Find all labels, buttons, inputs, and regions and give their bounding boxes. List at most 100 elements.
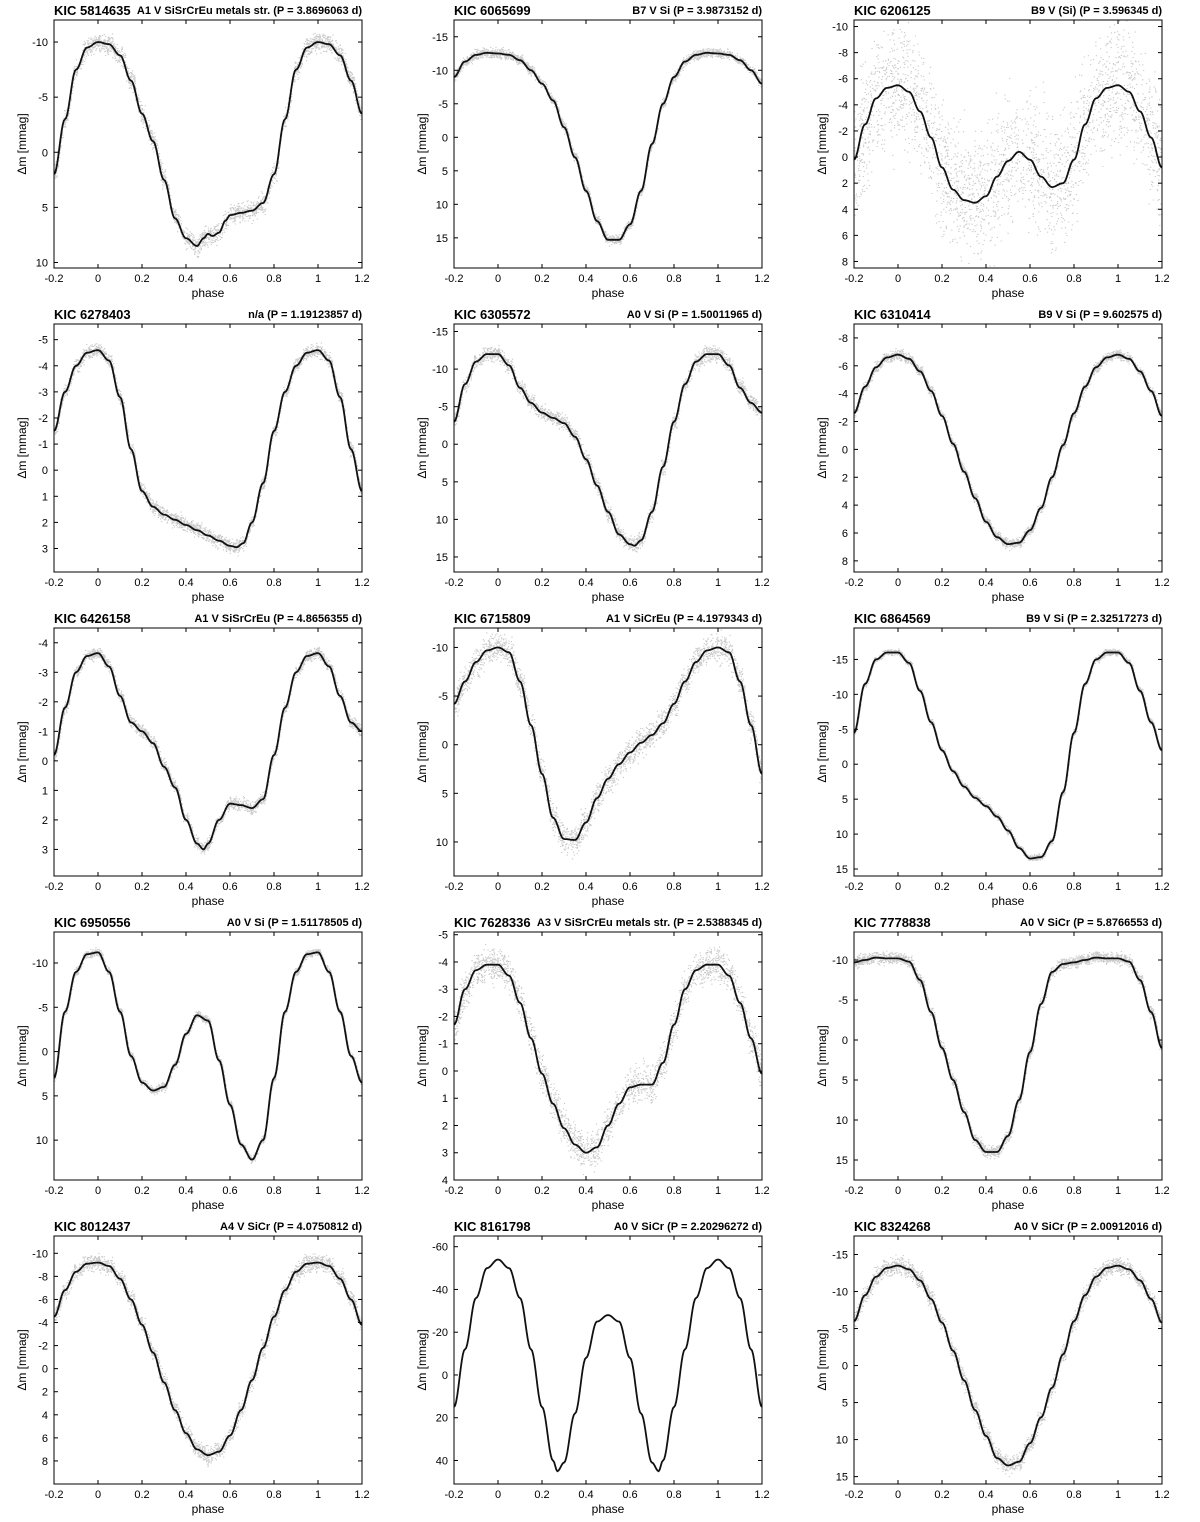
y-tick-label: -5 [38, 335, 48, 347]
panel-subtitle: n/a (P = 1.19123857 d) [248, 309, 362, 321]
light-curve-panel: -0.2 0 0.2 0.4 0.6 0.8 1 1.2 -10 -5 0 5 10 phase Δm [m… [400, 608, 800, 912]
x-tick-label: -0.2 [45, 273, 64, 285]
x-tick-label: 1 [715, 577, 721, 589]
panel-title: KIC 6715809 [454, 611, 531, 626]
x-tick-label: 0.6 [622, 1185, 637, 1197]
y-tick-label: 4 [842, 500, 848, 512]
y-tick-label: -10 [832, 689, 848, 701]
x-tick-label: 0 [95, 881, 101, 893]
y-tick-label: -5 [38, 1002, 48, 1014]
x-tick-label: 0.8 [1066, 1185, 1081, 1197]
y-tick-label: 3 [42, 844, 48, 856]
scatter-points [454, 943, 762, 1176]
y-tick-label: -10 [832, 955, 848, 967]
x-tick-label: 1 [715, 881, 721, 893]
y-tick-label: -3 [38, 667, 48, 679]
scatter-cloud [454, 943, 762, 1176]
panel-title: KIC 8324268 [854, 1219, 931, 1234]
x-tick-label: 1 [715, 1489, 721, 1501]
y-tick-label: 5 [42, 202, 48, 214]
x-tick-label: 1.2 [1154, 273, 1169, 285]
x-tick-label: 0.2 [934, 577, 949, 589]
x-axis-label: phase [592, 894, 625, 908]
x-tick-label: 0.4 [978, 1185, 993, 1197]
y-tick-label: 10 [436, 199, 448, 211]
x-tick-label: 1 [1115, 881, 1121, 893]
x-tick-label: -0.2 [845, 1489, 864, 1501]
plot-frame [853, 627, 1163, 877]
light-curve-line [454, 646, 762, 841]
y-tick-label: -4 [38, 1318, 48, 1330]
y-tick-label: 2 [842, 178, 848, 190]
x-tick-label: -0.2 [445, 1185, 464, 1197]
scatter-cloud [854, 348, 1162, 552]
x-tick-label: 0.6 [1022, 1489, 1037, 1501]
x-tick-label: 0 [895, 273, 901, 285]
panel-subtitle: B9 V (Si) (P = 3.596345 d) [1031, 5, 1162, 17]
y-tick-label: -60 [432, 1242, 448, 1254]
light-curve-line [454, 1258, 762, 1473]
y-tick-label: 15 [836, 864, 848, 876]
light-curve-line [854, 1264, 1162, 1467]
x-tick-label: 0 [95, 577, 101, 589]
y-tick-label: 5 [42, 1091, 48, 1103]
panel-title: KIC 8161798 [454, 1219, 531, 1234]
y-tick-label: 2 [42, 815, 48, 827]
x-tick-label: 0.4 [978, 273, 993, 285]
x-tick-label: 1.2 [354, 1489, 369, 1501]
light-curve-line [54, 951, 362, 1161]
y-tick-label: -5 [438, 930, 448, 942]
x-tick-label: 0.6 [222, 577, 237, 589]
light-curve-line [854, 956, 1162, 1153]
scatter-points [854, 648, 1162, 862]
light-curve-line [454, 51, 762, 241]
x-axis-label: phase [992, 1198, 1025, 1212]
x-tick-label: 0.8 [266, 881, 281, 893]
scatter-points [454, 345, 762, 553]
y-tick-label: 15 [436, 552, 448, 564]
y-tick-label: 0 [442, 439, 448, 451]
x-tick-label: 0.8 [1066, 273, 1081, 285]
y-tick-label: 0 [42, 1047, 48, 1059]
x-tick-label: 0.4 [178, 881, 193, 893]
scatter-points [854, 950, 1162, 1160]
x-tick-label: 0.8 [266, 273, 281, 285]
y-tick-label: -10 [32, 37, 48, 49]
light-curve-line [854, 353, 1162, 545]
y-tick-label: 4 [842, 204, 848, 216]
y-axis-label: Δm [mmag] [15, 113, 29, 174]
x-tick-label: 0.8 [1066, 1489, 1081, 1501]
y-tick-label: 0 [842, 152, 848, 164]
scatter-points [54, 1252, 362, 1468]
plot-frame [53, 627, 363, 877]
panel-title: KIC 6310414 [854, 307, 931, 322]
plot-svg: -0.2 0 0.2 0.4 0.6 0.8 1 1.2 -60 -40 -20 0 20 40 phase… [415, 1235, 770, 1516]
y-tick-label: -3 [38, 387, 48, 399]
scatter-cloud [854, 20, 1162, 267]
x-tick-label: 0.4 [578, 1489, 593, 1501]
x-tick-label: 0.6 [222, 1489, 237, 1501]
x-tick-label: 0.8 [666, 881, 681, 893]
x-tick-label: 1 [1115, 577, 1121, 589]
x-tick-label: 1.2 [354, 881, 369, 893]
y-tick-label: 0 [442, 1370, 448, 1382]
light-curve-panel: -0.2 0 0.2 0.4 0.6 0.8 1 1.2 -10 -8 -6 -4 -2 0 2 4 6 8 pha… [800, 0, 1200, 304]
x-tick-label: 0 [95, 1489, 101, 1501]
x-tick-label: 0.6 [1022, 577, 1037, 589]
x-tick-label: 1 [715, 273, 721, 285]
x-tick-label: 1 [315, 1185, 321, 1197]
plot-frame [53, 19, 363, 269]
x-tick-label: 0.4 [578, 577, 593, 589]
panel-subtitle: A3 V SiSrCrEu metals str. (P = 2.5388345… [536, 917, 762, 929]
plot-frame [853, 323, 1163, 573]
x-axis-label: phase [592, 590, 625, 604]
panel-title: KIC 6065699 [454, 3, 531, 18]
y-tick-label: -5 [438, 99, 448, 111]
x-tick-label: -0.2 [45, 881, 64, 893]
scatter-points [54, 342, 362, 557]
panel-title: KIC 7778838 [854, 915, 931, 930]
plot-svg: -0.2 0 0.2 0.4 0.6 0.8 1 1.2 -10 -8 -6 -4 -2 0 2 4 6 8 pha… [15, 1235, 370, 1516]
panel-subtitle: B9 V Si (P = 9.602575 d) [1038, 309, 1162, 321]
y-tick-label: 0 [442, 1066, 448, 1078]
